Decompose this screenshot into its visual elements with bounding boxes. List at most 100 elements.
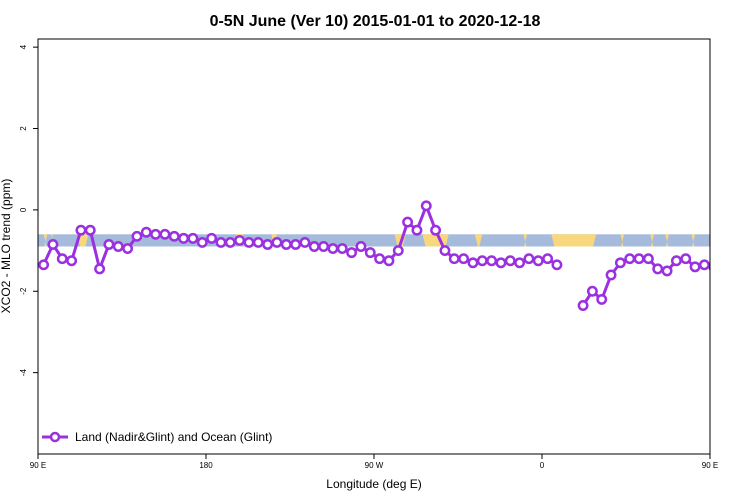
land-band-segment — [43, 234, 48, 247]
data-point — [252, 236, 264, 248]
data-point — [411, 224, 423, 236]
data-point — [504, 255, 516, 267]
data-point — [652, 263, 664, 275]
data-point — [514, 257, 526, 269]
data-point — [336, 243, 348, 254]
x-tick-label: 0 — [540, 461, 545, 470]
data-point — [476, 255, 488, 267]
data-point — [551, 259, 563, 271]
data-point — [159, 228, 171, 240]
y-tick-label: -2 — [19, 287, 28, 295]
data-point — [708, 262, 710, 271]
data-point — [112, 241, 124, 252]
data-point — [728, 255, 736, 263]
data-point — [327, 243, 339, 254]
data-point — [346, 247, 358, 259]
data-point — [103, 239, 115, 250]
data-point — [178, 232, 190, 244]
data-point — [364, 247, 376, 259]
data-point — [402, 216, 414, 228]
data-point — [420, 200, 432, 212]
legend-label: Land (Nadir&Glint) and Ocean (Glint) — [75, 430, 272, 444]
data-point — [448, 253, 460, 265]
data-point — [94, 263, 106, 275]
land-band-segment — [474, 234, 483, 247]
data-point — [495, 257, 507, 269]
data-point — [661, 265, 673, 277]
data-point — [523, 253, 535, 265]
land-band-segment — [422, 234, 449, 247]
data-point — [196, 236, 208, 248]
data-point — [206, 232, 218, 244]
data-point — [670, 255, 682, 267]
y-tick-label: 0 — [19, 207, 28, 212]
x-axis: 90 E 180 90 W 0 90 E — [30, 454, 718, 470]
data-point — [47, 239, 59, 250]
data-point — [738, 257, 746, 265]
legend: Land (Nadir&Glint) and Ocean (Glint) — [42, 430, 272, 444]
chart-title: 0-5N June (Ver 10) 2015-01-01 to 2020-12… — [210, 13, 541, 30]
data-point — [215, 236, 227, 248]
data-point — [467, 257, 479, 269]
data-point — [586, 285, 598, 297]
data-point — [383, 255, 395, 267]
data-point — [84, 224, 96, 236]
data-point — [542, 253, 554, 265]
land-band-segment — [620, 234, 625, 247]
data-point — [642, 253, 654, 265]
land-band-segment — [665, 234, 669, 247]
data-point — [131, 230, 143, 242]
series-layer — [38, 200, 746, 311]
data-point — [56, 253, 68, 265]
data-point — [614, 257, 626, 269]
data-point — [698, 259, 710, 271]
y-tick-label: 2 — [19, 126, 28, 131]
data-point — [224, 236, 236, 248]
x-tick-label: 90 W — [365, 461, 384, 470]
data-point — [150, 228, 162, 240]
data-point — [187, 232, 199, 244]
data-point — [38, 259, 50, 271]
data-point — [308, 241, 320, 252]
y-tick-label: 4 — [19, 44, 28, 49]
data-point — [430, 224, 442, 236]
data-point — [280, 239, 292, 250]
data-point — [458, 253, 470, 265]
data-point — [122, 243, 134, 254]
land-band-segment — [650, 234, 654, 247]
land-band-segment — [551, 234, 597, 247]
land-band-segment — [523, 234, 528, 247]
data-point — [689, 261, 701, 273]
y-axis-label: XCO2 - MLO trend (ppm) — [0, 179, 13, 314]
data-point — [374, 253, 386, 265]
data-point — [577, 300, 589, 311]
legend-marker-swatch — [49, 431, 61, 443]
data-point — [486, 255, 498, 267]
data-point — [355, 241, 367, 252]
data-point — [680, 253, 692, 265]
data-point — [66, 255, 78, 267]
data-point — [532, 255, 544, 267]
x-tick-label: 90 E — [30, 461, 46, 470]
x-tick-label: 90 E — [702, 461, 718, 470]
data-point — [75, 224, 87, 236]
data-point — [719, 240, 727, 248]
data-point — [271, 236, 283, 248]
x-axis-label: Longitude (deg E) — [326, 477, 421, 491]
data-point — [243, 236, 255, 248]
data-point — [318, 241, 330, 252]
data-point — [299, 236, 311, 248]
data-point — [605, 269, 617, 281]
data-point — [290, 239, 302, 250]
data-point — [262, 239, 274, 250]
data-point — [140, 226, 152, 238]
data-point — [234, 234, 246, 246]
data-point — [392, 245, 404, 257]
data-point — [633, 253, 645, 265]
data-point — [596, 293, 608, 305]
x-tick-label: 180 — [199, 461, 213, 470]
data-point — [168, 230, 180, 242]
land-band-segment — [691, 234, 696, 247]
y-axis: -4 -2 0 2 4 — [19, 44, 38, 376]
